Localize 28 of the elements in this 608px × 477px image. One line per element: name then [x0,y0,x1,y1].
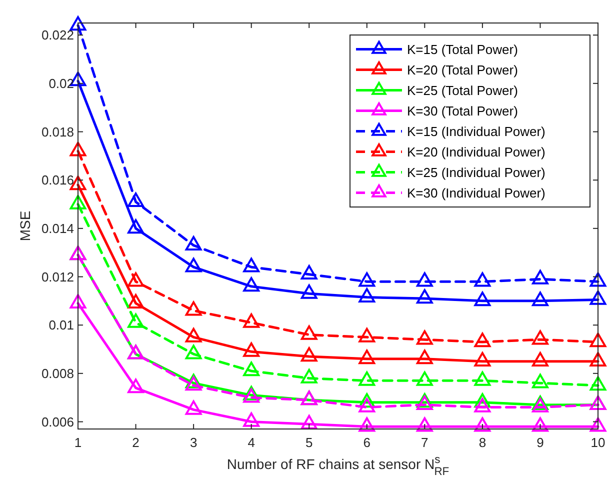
x-tick-label: 4 [248,435,255,450]
x-tick-label: 10 [590,435,606,450]
x-tick-label: 2 [132,435,140,450]
legend-label: K=15 (Individual Power) [407,124,546,139]
y-axis-title: MSE [17,210,33,242]
y-tick-label: 0.012 [41,269,74,284]
y-tick-label: 0.018 [41,124,74,140]
legend-label: K=20 (Individual Power) [407,144,546,160]
x-tick-label: 8 [478,435,486,450]
legend-label: K=30 (Individual Power) [407,185,546,200]
x-tick-label: 1 [74,435,82,450]
y-tick-label: 0.02 [48,76,74,91]
x-tick-label: 9 [536,435,544,450]
y-tick-label: 0.01 [48,318,74,333]
legend-label: K=15 (Total Power) [407,42,518,57]
y-tick-label: 0.008 [41,366,74,381]
y-tick-label: 0.016 [41,172,74,188]
x-tick-label: 7 [421,435,428,450]
x-tick-label: 6 [363,435,371,450]
legend-label: K=25 (Individual Power) [407,164,546,180]
x-tick-label: 5 [305,435,313,450]
legend-label: K=20 (Total Power) [407,62,518,78]
legend-label: K=25 (Total Power) [407,82,518,98]
legend-label: K=30 (Total Power) [407,103,518,118]
y-tick-label: 0.014 [41,220,74,236]
x-tick-label: 3 [190,435,198,450]
y-tick-label: 0.022 [41,28,74,43]
y-tick-label: 0.006 [41,414,74,430]
